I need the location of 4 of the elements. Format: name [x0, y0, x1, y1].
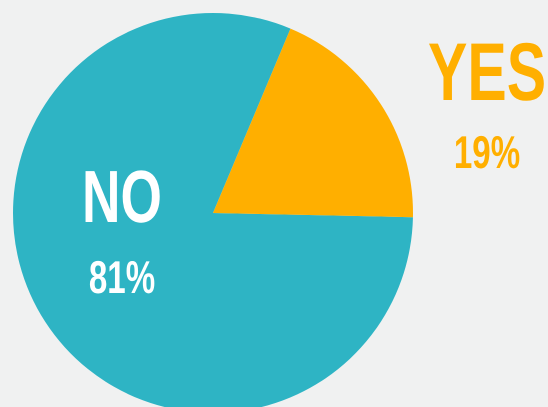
data-label: 19%	[454, 128, 520, 178]
slice-label: NO	[82, 155, 162, 238]
data-label: 81%	[88, 252, 156, 304]
slice-label: YES	[428, 26, 546, 118]
